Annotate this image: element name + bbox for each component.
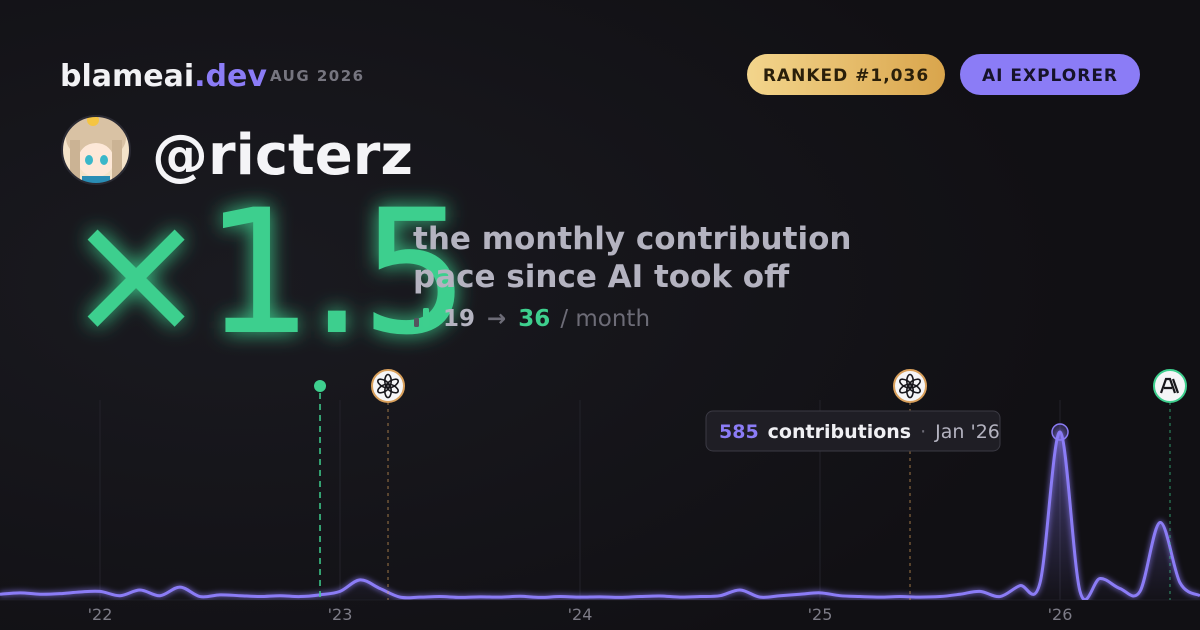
event-marker — [893, 369, 928, 600]
multiplier: ×1.5 — [64, 172, 466, 373]
brand: blameai.dev — [60, 59, 267, 94]
tier-badge — [960, 54, 1140, 95]
pace-after: 36 — [518, 306, 550, 332]
handle: @ricterz — [152, 123, 413, 188]
icon-glyph — [1159, 377, 1180, 394]
event-icon — [1153, 369, 1187, 403]
event-marker — [1153, 369, 1187, 600]
caption: pace since AI took off — [413, 259, 790, 295]
tooltip-box — [705, 410, 1001, 452]
event-icon — [371, 369, 406, 403]
event-dot — [314, 380, 327, 392]
event-icon — [893, 369, 928, 403]
icon-petal — [377, 378, 391, 389]
x-tick-label: '26 — [1048, 605, 1073, 624]
brand-tld: .dev — [194, 59, 267, 94]
icon-petal — [899, 378, 913, 389]
chart: '22 '23 '24 '25 '26 585 contributions · Jan '26 — [0, 369, 1200, 624]
event-marker — [371, 369, 406, 600]
x-tick-label: '24 — [568, 605, 593, 624]
x-tick-label: '22 — [88, 605, 113, 624]
tooltip-date: Jan '26 — [934, 421, 1000, 443]
line — [0, 430, 1200, 600]
avatar — [62, 116, 130, 184]
brand-name: blameai — [60, 59, 194, 94]
tooltip-value: 585 — [719, 421, 759, 443]
tooltip-label: contributions — [768, 421, 911, 443]
rank-badge — [747, 54, 945, 95]
bar-icon — [423, 308, 429, 327]
tooltip-text: 585 contributions · Jan '26 — [719, 421, 1000, 443]
period: AUG 2026 — [270, 67, 365, 85]
pace-row: 19 → 36 / month — [443, 306, 650, 332]
rank-badge-text: RANKED #1,036 — [763, 66, 929, 86]
pace-before: 19 — [443, 306, 475, 332]
bar-icon — [414, 318, 419, 327]
pace-arrow: → — [487, 306, 506, 332]
x-tick-label: '23 — [328, 605, 353, 624]
x-tick-label: '25 — [808, 605, 833, 624]
event-marker — [314, 380, 327, 600]
tier-badge-text: AI EXPLORER — [982, 66, 1118, 86]
avatar-ring — [61, 115, 131, 185]
caption: the monthly contribution — [413, 221, 851, 257]
pace-unit: / month — [560, 306, 650, 332]
tooltip-separator: · — [920, 421, 926, 443]
peak-halo — [1051, 423, 1069, 441]
